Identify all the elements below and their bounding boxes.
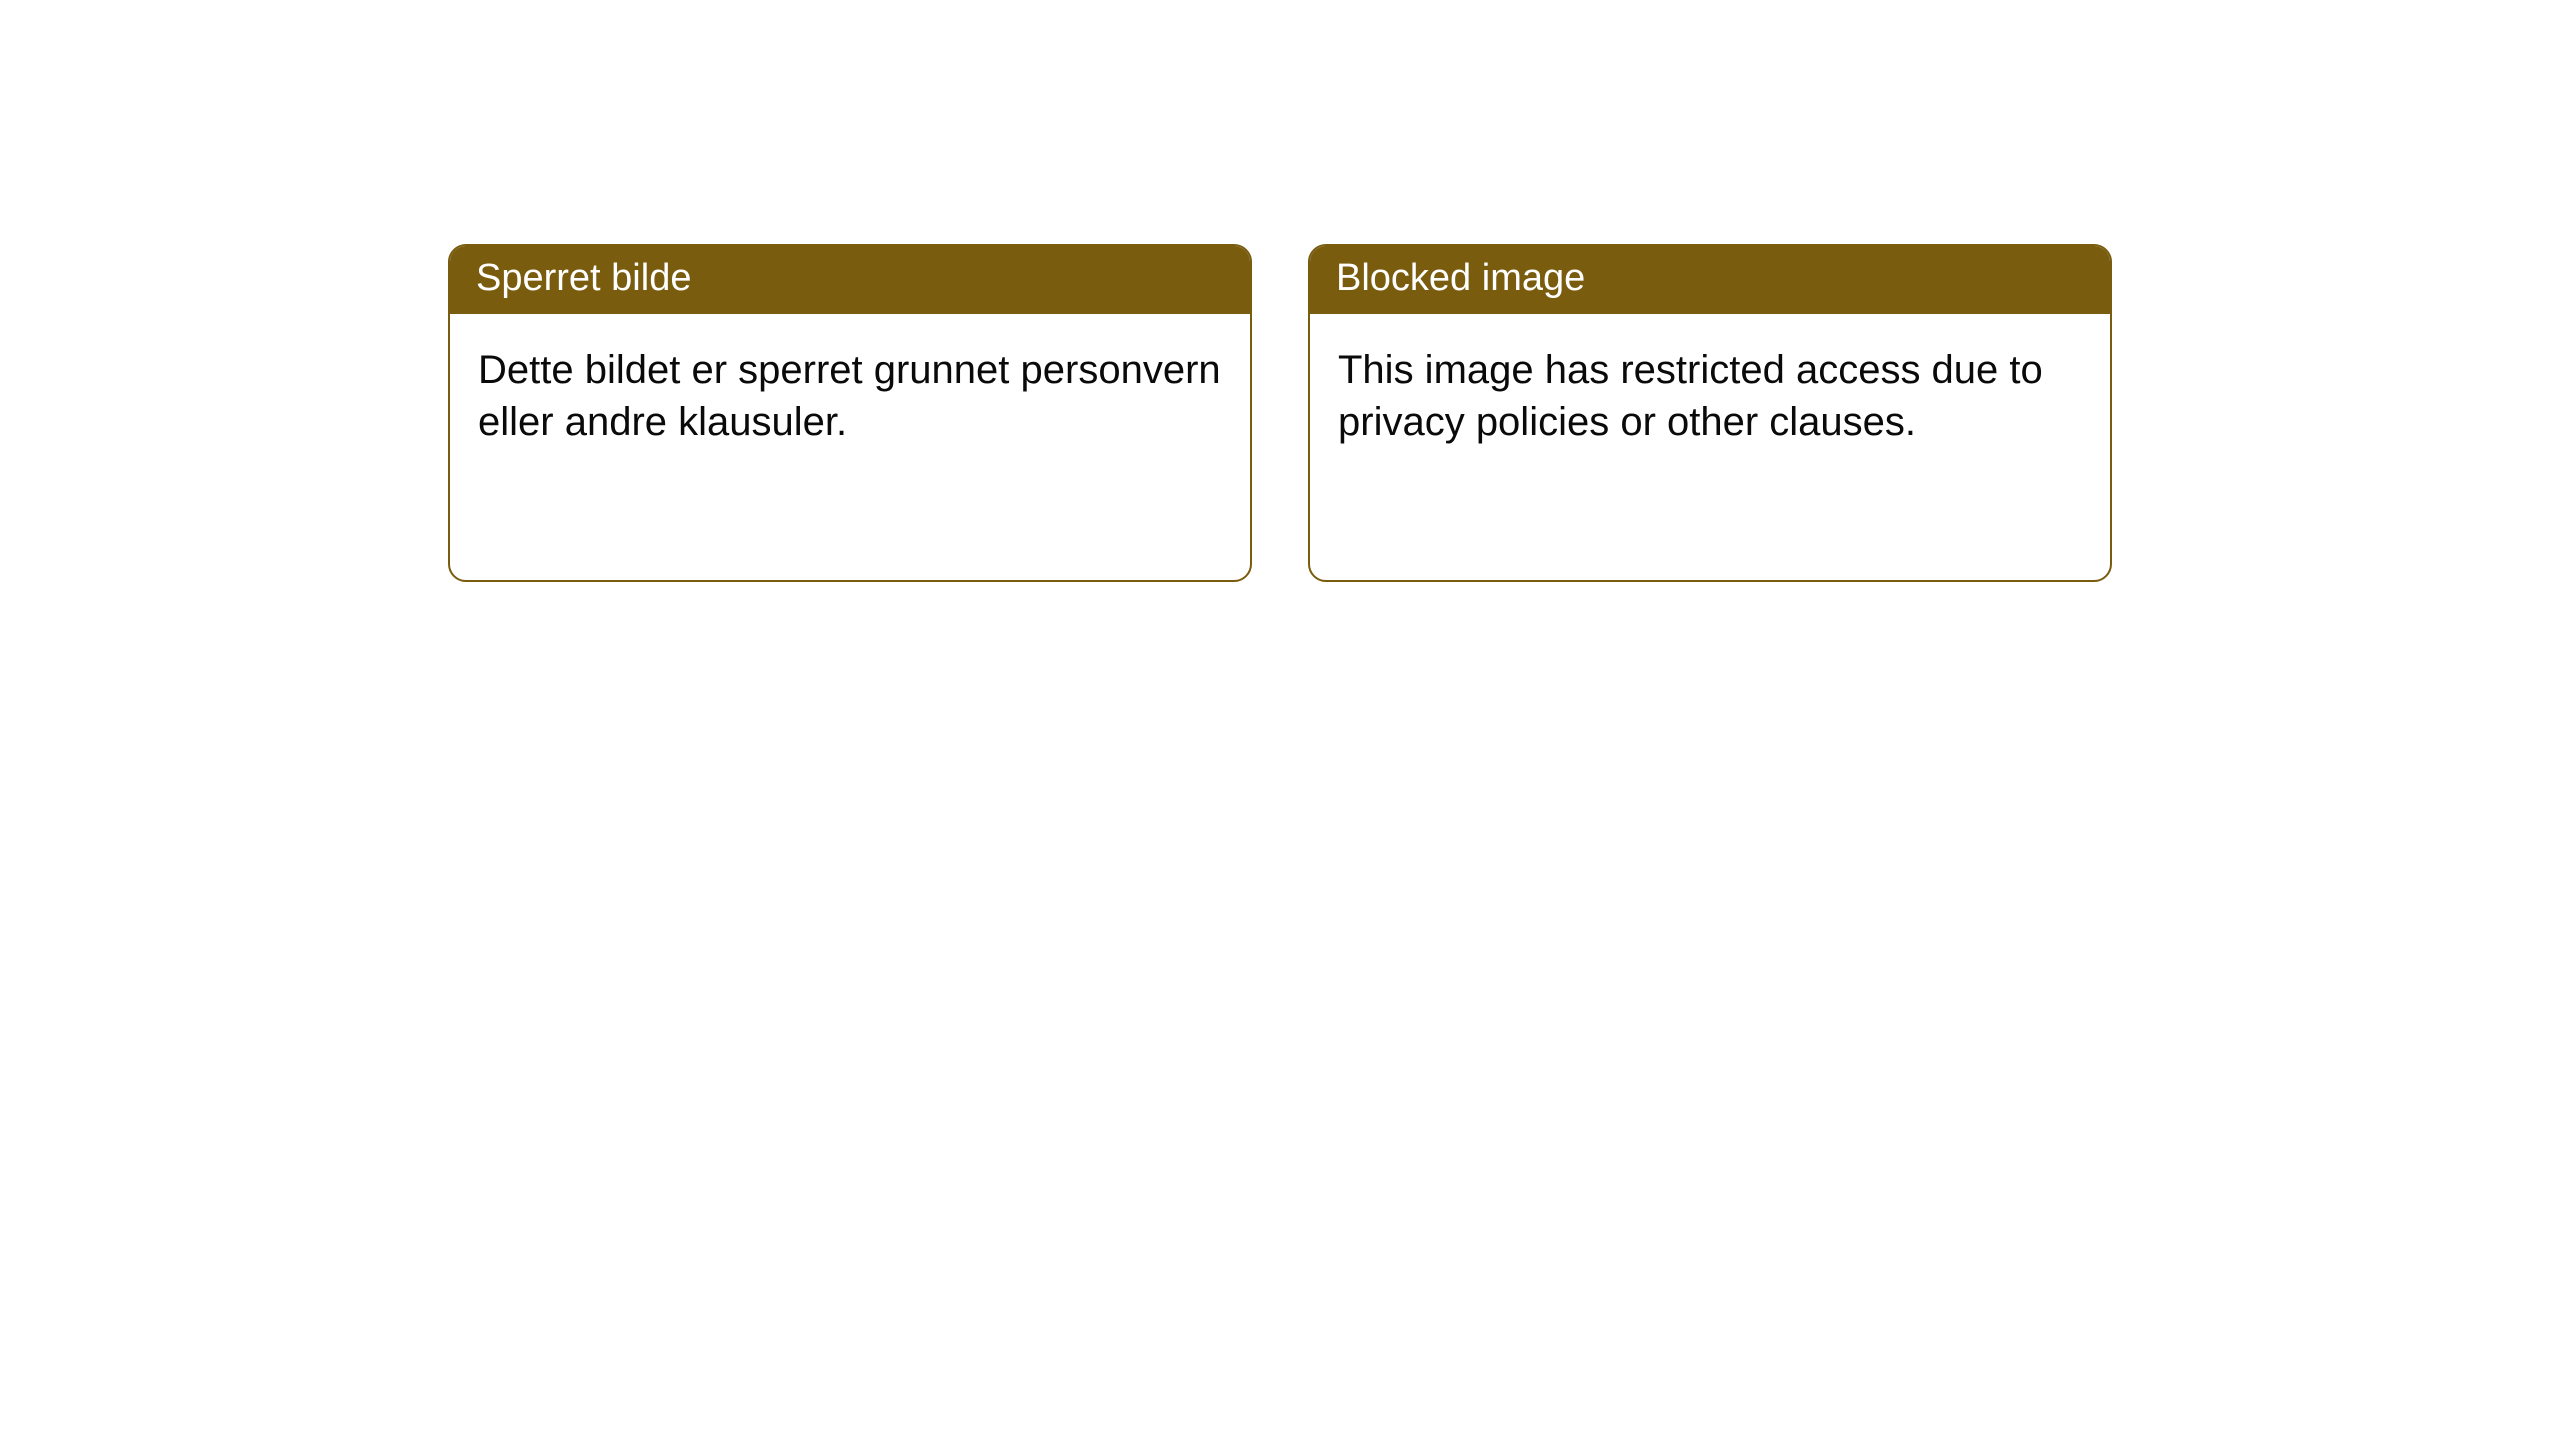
notice-container: Sperret bilde Dette bildet er sperret gr…	[0, 0, 2560, 582]
card-body-en: This image has restricted access due to …	[1310, 314, 2110, 478]
card-header-en: Blocked image	[1310, 246, 2110, 314]
card-title-en: Blocked image	[1336, 257, 1585, 299]
card-title-no: Sperret bilde	[476, 257, 691, 299]
blocked-image-card-en: Blocked image This image has restricted …	[1308, 244, 2112, 582]
card-body-no: Dette bildet er sperret grunnet personve…	[450, 314, 1250, 478]
card-message-en: This image has restricted access due to …	[1338, 348, 2043, 444]
card-header-no: Sperret bilde	[450, 246, 1250, 314]
card-message-no: Dette bildet er sperret grunnet personve…	[478, 348, 1221, 444]
blocked-image-card-no: Sperret bilde Dette bildet er sperret gr…	[448, 244, 1252, 582]
